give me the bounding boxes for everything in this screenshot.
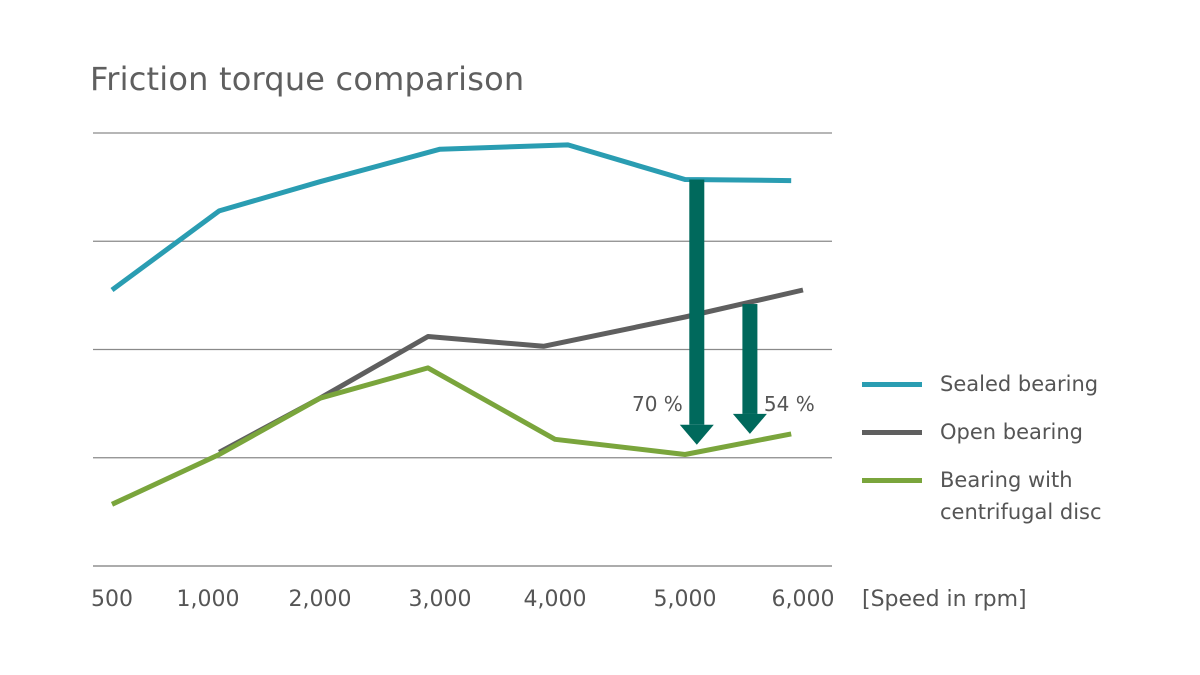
series-line-centrifugal-disc xyxy=(110,365,792,507)
reduction-arrow-shaft xyxy=(689,179,705,425)
legend-item-sealed-bearing: Sealed bearing xyxy=(862,368,1182,400)
legend-swatch-sealed-bearing xyxy=(862,382,922,387)
legend-item-open-bearing: Open bearing xyxy=(862,416,1182,448)
x-tick-label: 1,000 xyxy=(177,587,240,612)
x-tick-label: 4,000 xyxy=(524,587,587,612)
legend-swatch-centrifugal-disc xyxy=(862,478,922,483)
legend-swatch-open-bearing xyxy=(862,430,922,435)
reduction-arrow-head xyxy=(679,424,714,445)
reduction-percent-label: 70 % xyxy=(632,392,683,416)
x-axis-label: [Speed in rpm] xyxy=(862,587,1027,612)
legend-label-sealed-bearing: Sealed bearing xyxy=(940,372,1099,396)
x-tick-label: 2,000 xyxy=(289,587,352,612)
reduction-arrow-shaft xyxy=(742,304,758,414)
reduction-arrow-head xyxy=(732,413,767,434)
x-tick-label: 3,000 xyxy=(409,587,472,612)
legend-label-open-bearing: Open bearing xyxy=(940,420,1083,444)
legend-item-centrifugal-disc: Bearing with centrifugal disc xyxy=(862,464,1182,528)
reduction-percent-label: 54 % xyxy=(764,392,815,416)
series-line-sealed-bearing xyxy=(110,142,792,293)
x-tick-label: 500 xyxy=(91,587,133,612)
legend-label-centrifugal-disc: Bearing with centrifugal disc xyxy=(940,468,1102,524)
chart-legend: Sealed bearing Open bearing Bearing with… xyxy=(862,368,1182,544)
x-tick-label: 5,000 xyxy=(654,587,717,612)
series-line-open-bearing xyxy=(218,287,804,455)
x-tick-label: 6,000 xyxy=(772,587,835,612)
chart-title: Friction torque comparison xyxy=(90,60,525,98)
